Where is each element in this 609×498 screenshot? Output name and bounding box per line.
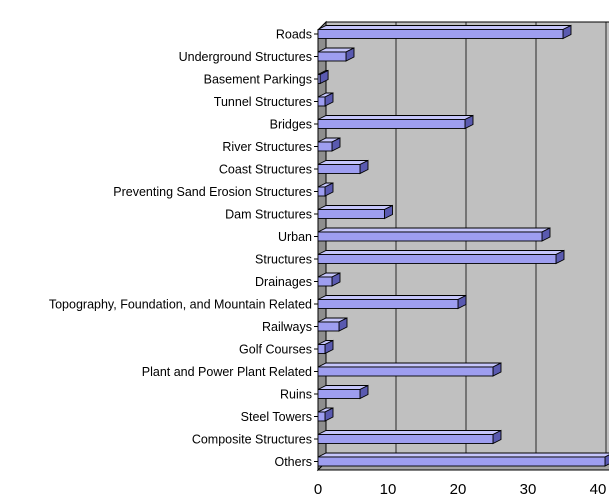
bar xyxy=(317,114,474,130)
category-label: Drainages xyxy=(255,275,312,289)
bar-front-face xyxy=(317,411,326,422)
bar xyxy=(317,159,369,175)
bar xyxy=(317,339,334,355)
bar-front-face xyxy=(317,164,361,174)
side-wall xyxy=(317,20,327,472)
bar-front-face xyxy=(317,96,326,107)
x-tick-label: 40 xyxy=(590,481,607,498)
category-label: Roads xyxy=(276,28,312,42)
category-label: Composite Structures xyxy=(192,433,312,447)
category-labels: Roads Underground Structures Basement Park… xyxy=(49,28,318,469)
x-tick-label: 10 xyxy=(380,481,397,498)
bar-front-face xyxy=(317,186,326,197)
category-label: Structures xyxy=(255,253,312,267)
bar xyxy=(317,317,348,332)
category-label: Basement Parkings xyxy=(204,73,312,87)
category-label: Railways xyxy=(262,320,312,334)
category-label: Urban xyxy=(278,230,312,244)
x-axis-tick-labels: 0 10 20 30 40 xyxy=(314,481,607,498)
bar-front-face xyxy=(317,74,321,84)
bar-top-face xyxy=(317,115,474,120)
bar-front-face xyxy=(317,209,385,219)
back-wall xyxy=(325,21,609,463)
x-tick-label: 30 xyxy=(520,481,537,498)
category-label: Bridges xyxy=(270,118,312,132)
bar xyxy=(317,452,609,467)
x-tick-label: 0 xyxy=(314,481,322,498)
bar-front-face xyxy=(317,141,333,152)
bar xyxy=(317,227,551,242)
bar-top-face xyxy=(317,295,467,300)
category-label: Golf Courses xyxy=(239,343,312,357)
bar-front-face xyxy=(317,321,340,332)
bar xyxy=(317,137,341,152)
category-label: Underground Structures xyxy=(179,50,312,64)
category-label: Ruins xyxy=(280,388,312,402)
bar xyxy=(317,92,334,107)
bar-top-face xyxy=(317,452,609,458)
bar-front-face xyxy=(317,344,326,354)
bar xyxy=(317,362,502,377)
bar-front-face xyxy=(317,389,361,399)
category-label: Steel Towers xyxy=(241,410,312,424)
bar xyxy=(317,294,467,310)
bar-front-face xyxy=(317,456,606,467)
bar xyxy=(317,47,355,62)
bar-front-face xyxy=(317,434,494,444)
category-label: Plant and Power Plant Related xyxy=(142,365,312,379)
bar-top-face xyxy=(317,362,502,368)
category-label: Dam Structures xyxy=(225,208,312,222)
category-label: Others xyxy=(274,455,312,469)
bar-front-face xyxy=(317,119,466,129)
category-label: River Structures xyxy=(222,140,312,154)
bar xyxy=(317,384,369,400)
bar-top-face xyxy=(317,205,393,210)
bar-top-face xyxy=(317,430,502,435)
x-tick-label: 20 xyxy=(450,481,467,498)
bar-front-face xyxy=(317,366,494,377)
bar-front-face xyxy=(317,276,333,287)
bar-front-face xyxy=(317,231,543,242)
bar-top-face xyxy=(317,227,551,233)
bar-top-face xyxy=(317,25,572,30)
bar xyxy=(317,249,565,265)
plot-wall xyxy=(317,20,609,472)
bar xyxy=(317,24,572,40)
category-label: Coast Structures xyxy=(219,163,312,177)
bars xyxy=(317,24,609,467)
category-label: Tunnel Structures xyxy=(214,95,312,109)
bar-front-face xyxy=(317,29,564,39)
category-label: Topography, Foundation, and Mountain Rel… xyxy=(49,298,312,312)
bar-front-face xyxy=(317,51,347,62)
bar xyxy=(317,182,334,197)
bar xyxy=(317,429,502,445)
bar-front-face xyxy=(317,299,459,309)
bar xyxy=(317,272,341,287)
bar-front-face xyxy=(317,254,557,264)
category-label: Preventing Sand Erosion Structures xyxy=(113,185,312,199)
bar-top-face xyxy=(317,250,565,255)
bar xyxy=(317,204,393,220)
